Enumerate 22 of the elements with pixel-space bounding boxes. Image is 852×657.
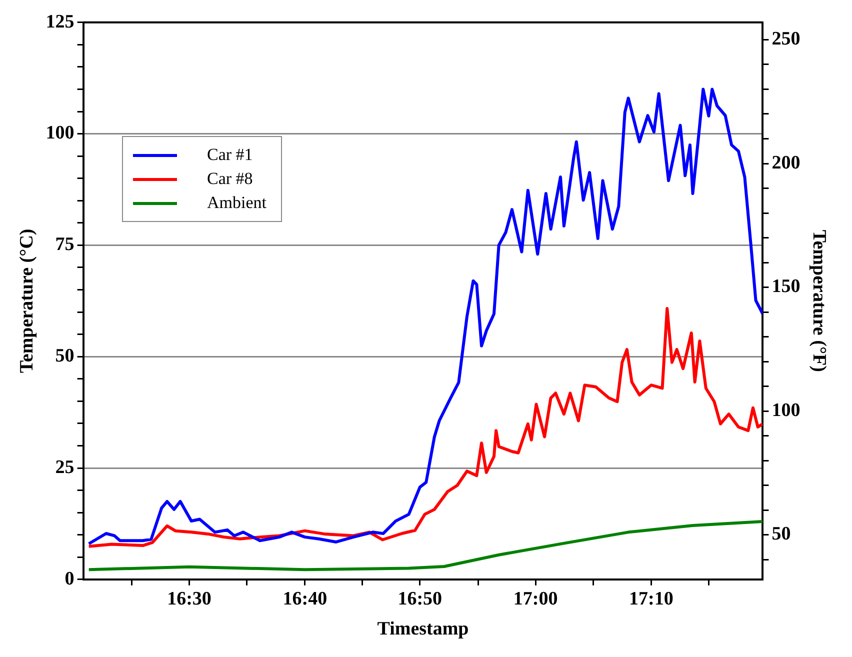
x-tick-label: 16:50 <box>398 588 442 610</box>
y2-tick-label: 50 <box>772 524 791 545</box>
x-axis-title: Timestamp <box>377 618 469 640</box>
legend-label: Car #8 <box>207 169 253 189</box>
y-tick-label: 100 <box>46 122 74 144</box>
y-tick-label: 25 <box>55 456 74 478</box>
y-tick-label: 50 <box>55 346 74 367</box>
y2-tick-label: 100 <box>772 400 800 421</box>
x-tick-label: 16:30 <box>167 588 212 610</box>
x-tick-label: 17:10 <box>629 588 674 610</box>
legend-label: Car #1 <box>207 145 253 165</box>
y2-tick-label: 150 <box>772 276 800 298</box>
y2-axis-title: Temperature (°F) <box>808 230 830 372</box>
x-tick-label: 16:40 <box>282 588 328 610</box>
y2-tick-label: 200 <box>772 152 800 174</box>
legend-label: Ambient <box>207 193 266 213</box>
y-tick-label: 125 <box>46 11 74 32</box>
x-tick-label: 17:00 <box>513 588 558 610</box>
y-axis-title: Temperature (°C) <box>16 228 38 374</box>
y2-tick-label: 250 <box>772 28 800 50</box>
y-tick-label: 0 <box>64 568 74 590</box>
y-tick-label: 75 <box>55 234 74 256</box>
